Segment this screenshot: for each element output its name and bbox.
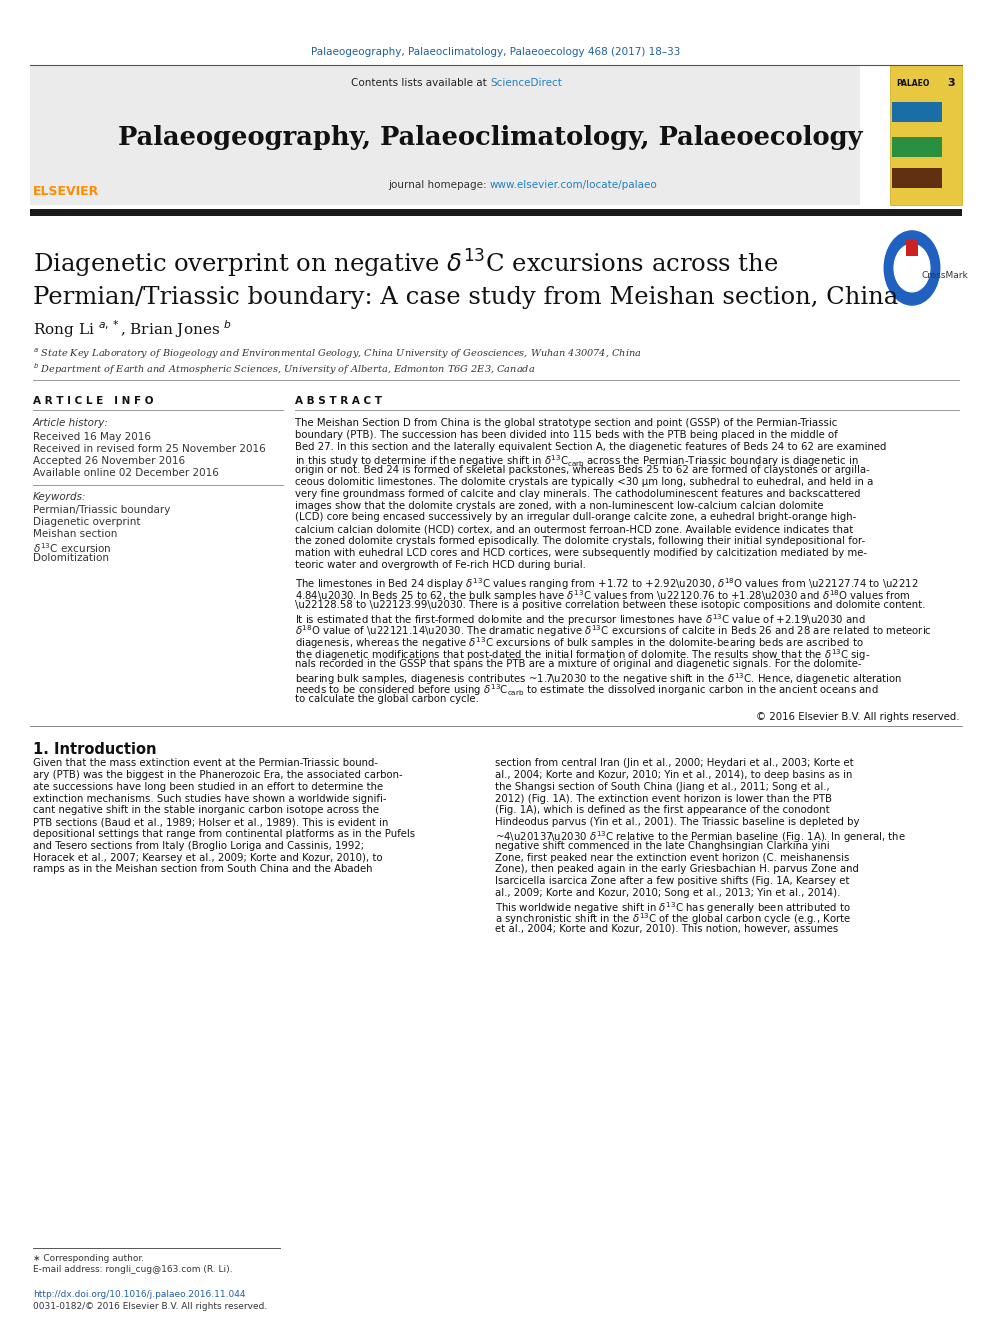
Text: ary (PTB) was the biggest in the Phanerozoic Era, the associated carbon-: ary (PTB) was the biggest in the Phanero… bbox=[33, 770, 403, 781]
Text: Article history:: Article history: bbox=[33, 418, 109, 429]
Text: the Shangsi section of South China (Jiang et al., 2011; Song et al.,: the Shangsi section of South China (Jian… bbox=[495, 782, 829, 791]
Text: CrossMark: CrossMark bbox=[922, 270, 969, 279]
Text: the diagenetic modifications that post-dated the initial formation of dolomite. : the diagenetic modifications that post-d… bbox=[295, 647, 870, 663]
Text: images show that the dolomite crystals are zoned, with a non-luminescent low-cal: images show that the dolomite crystals a… bbox=[295, 500, 823, 511]
Text: E-mail address: rongli_cug@163.com (R. Li).: E-mail address: rongli_cug@163.com (R. L… bbox=[33, 1265, 232, 1274]
Text: Accepted 26 November 2016: Accepted 26 November 2016 bbox=[33, 456, 186, 466]
Text: negative shift commenced in the late Changhsingian Clarkina yini: negative shift commenced in the late Cha… bbox=[495, 841, 829, 851]
Text: 4.84\u2030. In Beds 25 to 62, the bulk samples have $\delta^{13}$C values from \: 4.84\u2030. In Beds 25 to 62, the bulk s… bbox=[295, 589, 911, 605]
Text: mation with euhedral LCD cores and HCD cortices, were subsequently modified by c: mation with euhedral LCD cores and HCD c… bbox=[295, 548, 867, 558]
Text: section from central Iran (Jin et al., 2000; Heydari et al., 2003; Korte et: section from central Iran (Jin et al., 2… bbox=[495, 758, 854, 769]
Polygon shape bbox=[906, 265, 918, 273]
Circle shape bbox=[894, 245, 930, 292]
Text: $\delta^{18}$O value of \u22121.14\u2030. The dramatic negative $\delta^{13}$C e: $\delta^{18}$O value of \u22121.14\u2030… bbox=[295, 623, 931, 639]
Text: extinction mechanisms. Such studies have shown a worldwide signifi-: extinction mechanisms. Such studies have… bbox=[33, 794, 387, 803]
Text: Diagenetic overprint on negative $\delta^{13}$C excursions across the: Diagenetic overprint on negative $\delta… bbox=[33, 247, 779, 280]
Text: Palaeogeography, Palaeoclimatology, Palaeoecology 468 (2017) 18–33: Palaeogeography, Palaeoclimatology, Pala… bbox=[311, 48, 681, 57]
Text: Rong Li $^{a,*}$, Brian Jones $^{b}$: Rong Li $^{a,*}$, Brian Jones $^{b}$ bbox=[33, 318, 232, 340]
Bar bbox=[890, 65, 962, 205]
Text: \u22128.58 to \u22123.99\u2030. There is a positive correlation between these is: \u22128.58 to \u22123.99\u2030. There is… bbox=[295, 601, 926, 610]
Text: cant negative shift in the stable inorganic carbon isotope across the: cant negative shift in the stable inorga… bbox=[33, 806, 379, 815]
Text: The Meishan Section D from China is the global stratotype section and point (GSS: The Meishan Section D from China is the … bbox=[295, 418, 837, 429]
Text: A B S T R A C T: A B S T R A C T bbox=[295, 396, 382, 406]
Text: Zone), then peaked again in the early Griesbachian H. parvus Zone and: Zone), then peaked again in the early Gr… bbox=[495, 864, 859, 875]
Text: in this study to determine if the negative shift in $\delta^{13}$C$_{\rm carb}$ : in this study to determine if the negati… bbox=[295, 454, 859, 470]
Bar bbox=[892, 168, 942, 188]
Text: Permian/Triassic boundary: A case study from Meishan section, China: Permian/Triassic boundary: A case study … bbox=[33, 286, 898, 310]
Text: It is estimated that the first-formed dolomite and the precursor limestones have: It is estimated that the first-formed do… bbox=[295, 611, 865, 627]
Text: This worldwide negative shift in $\delta^{13}$C has generally been attributed to: This worldwide negative shift in $\delta… bbox=[495, 900, 851, 916]
Text: et al., 2004; Korte and Kozur, 2010). This notion, however, assumes: et al., 2004; Korte and Kozur, 2010). Th… bbox=[495, 923, 838, 934]
Text: Meishan section: Meishan section bbox=[33, 529, 117, 538]
Text: 2012) (Fig. 1A). The extinction event horizon is lower than the PTB: 2012) (Fig. 1A). The extinction event ho… bbox=[495, 794, 832, 803]
Text: Bed 27. In this section and the laterally equivalent Section A, the diagenetic f: Bed 27. In this section and the laterall… bbox=[295, 442, 887, 451]
Text: http://dx.doi.org/10.1016/j.palaeo.2016.11.044: http://dx.doi.org/10.1016/j.palaeo.2016.… bbox=[33, 1290, 245, 1299]
Text: boundary (PTB). The succession has been divided into 115 beds with the PTB being: boundary (PTB). The succession has been … bbox=[295, 430, 838, 439]
Text: Palaeogeography, Palaeoclimatology, Palaeoecology: Palaeogeography, Palaeoclimatology, Pala… bbox=[118, 126, 862, 151]
Text: 1. Introduction: 1. Introduction bbox=[33, 742, 157, 757]
Text: needs to be considered before using $\delta^{13}$C$_{\rm carb}$ to estimate the : needs to be considered before using $\de… bbox=[295, 683, 879, 699]
Bar bbox=[30, 209, 962, 216]
Text: diagenesis, whereas the negative $\delta^{13}$C excursions of bulk samples in th: diagenesis, whereas the negative $\delta… bbox=[295, 635, 864, 651]
Text: teoric water and overgrowth of Fe-rich HCD during burial.: teoric water and overgrowth of Fe-rich H… bbox=[295, 560, 586, 570]
Bar bbox=[892, 138, 942, 157]
Text: 3: 3 bbox=[947, 78, 954, 89]
Text: Received in revised form 25 November 2016: Received in revised form 25 November 201… bbox=[33, 445, 266, 454]
Text: ELSEVIER: ELSEVIER bbox=[33, 185, 99, 198]
Text: ceous dolomitic limestones. The dolomite crystals are typically <30 μm long, sub: ceous dolomitic limestones. The dolomite… bbox=[295, 478, 873, 487]
Text: ~4\u20137\u2030 $\delta^{13}$C relative to the Permian baseline (Fig. 1A). In ge: ~4\u20137\u2030 $\delta^{13}$C relative … bbox=[495, 830, 906, 845]
Text: depositional settings that range from continental platforms as in the Pufels: depositional settings that range from co… bbox=[33, 830, 415, 839]
Text: and Tesero sections from Italy (Broglio Loriga and Cassinis, 1992;: and Tesero sections from Italy (Broglio … bbox=[33, 841, 364, 851]
Text: $\delta^{13}$C excursion: $\delta^{13}$C excursion bbox=[33, 541, 112, 554]
Text: ScienceDirect: ScienceDirect bbox=[490, 78, 561, 89]
Text: calcium calcian dolomite (HCD) cortex, and an outermost ferroan-HCD zone. Availa: calcium calcian dolomite (HCD) cortex, a… bbox=[295, 524, 853, 534]
Text: journal homepage:: journal homepage: bbox=[388, 180, 490, 191]
Text: ramps as in the Meishan section from South China and the Abadeh: ramps as in the Meishan section from Sou… bbox=[33, 864, 373, 875]
Text: Hindeodus parvus (Yin et al., 2001). The Triassic baseline is depleted by: Hindeodus parvus (Yin et al., 2001). The… bbox=[495, 818, 859, 827]
Bar bbox=[892, 102, 942, 122]
Text: ate successions have long been studied in an effort to determine the: ate successions have long been studied i… bbox=[33, 782, 383, 791]
Text: a synchronistic shift in the $\delta^{13}$C of the global carbon cycle (e.g., Ko: a synchronistic shift in the $\delta^{13… bbox=[495, 912, 851, 927]
Text: Horacek et al., 2007; Kearsey et al., 2009; Korte and Kozur, 2010), to: Horacek et al., 2007; Kearsey et al., 20… bbox=[33, 852, 383, 863]
Text: 0031-0182/© 2016 Elsevier B.V. All rights reserved.: 0031-0182/© 2016 Elsevier B.V. All right… bbox=[33, 1302, 267, 1311]
Text: al., 2009; Korte and Kozur, 2010; Song et al., 2013; Yin et al., 2014).: al., 2009; Korte and Kozur, 2010; Song e… bbox=[495, 888, 840, 898]
Text: Permian/Triassic boundary: Permian/Triassic boundary bbox=[33, 505, 171, 515]
Circle shape bbox=[884, 232, 939, 306]
Text: ∗ Corresponding author.: ∗ Corresponding author. bbox=[33, 1254, 144, 1263]
Text: bearing bulk samples, diagenesis contributes ~1.7\u2030 to the negative shift in: bearing bulk samples, diagenesis contrib… bbox=[295, 671, 902, 687]
Text: $^{b}$ Department of Earth and Atmospheric Sciences, University of Alberta, Edmo: $^{b}$ Department of Earth and Atmospher… bbox=[33, 361, 536, 377]
Text: www.elsevier.com/locate/palaeo: www.elsevier.com/locate/palaeo bbox=[490, 180, 658, 191]
Text: $^{a}$ State Key Laboratory of Biogeology and Environmental Geology, China Unive: $^{a}$ State Key Laboratory of Biogeolog… bbox=[33, 347, 642, 361]
Text: Isarcicella isarcica Zone after a few positive shifts (Fig. 1A, Kearsey et: Isarcicella isarcica Zone after a few po… bbox=[495, 876, 849, 886]
Text: Given that the mass extinction event at the Permian-Triassic bound-: Given that the mass extinction event at … bbox=[33, 758, 378, 769]
Text: Received 16 May 2016: Received 16 May 2016 bbox=[33, 433, 151, 442]
Text: Available online 02 December 2016: Available online 02 December 2016 bbox=[33, 468, 219, 478]
Text: (LCD) core being encased successively by an irregular dull-orange calcite zone, : (LCD) core being encased successively by… bbox=[295, 512, 856, 523]
Text: PALAEO: PALAEO bbox=[896, 78, 930, 87]
Bar bbox=[30, 65, 860, 205]
Text: (Fig. 1A), which is defined as the first appearance of the conodont: (Fig. 1A), which is defined as the first… bbox=[495, 806, 829, 815]
Text: Dolomitization: Dolomitization bbox=[33, 553, 109, 564]
Text: A R T I C L E   I N F O: A R T I C L E I N F O bbox=[33, 396, 154, 406]
Text: al., 2004; Korte and Kozur, 2010; Yin et al., 2014), to deep basins as in: al., 2004; Korte and Kozur, 2010; Yin et… bbox=[495, 770, 852, 781]
Text: nals recorded in the GSSP that spans the PTB are a mixture of original and diage: nals recorded in the GSSP that spans the… bbox=[295, 659, 861, 669]
Text: origin or not. Bed 24 is formed of skeletal packstones, whereas Beds 25 to 62 ar: origin or not. Bed 24 is formed of skele… bbox=[295, 466, 870, 475]
Text: very fine groundmass formed of calcite and clay minerals. The cathodoluminescent: very fine groundmass formed of calcite a… bbox=[295, 488, 860, 499]
Text: PTB sections (Baud et al., 1989; Holser et al., 1989). This is evident in: PTB sections (Baud et al., 1989; Holser … bbox=[33, 818, 389, 827]
Text: to calculate the global carbon cycle.: to calculate the global carbon cycle. bbox=[295, 695, 479, 704]
Bar bbox=[906, 239, 918, 255]
Text: Diagenetic overprint: Diagenetic overprint bbox=[33, 517, 141, 527]
Text: Keywords:: Keywords: bbox=[33, 492, 86, 501]
Text: Zone, first peaked near the extinction event horizon (C. meishanensis: Zone, first peaked near the extinction e… bbox=[495, 852, 849, 863]
Text: The limestones in Bed 24 display $\delta^{13}$C values ranging from +1.72 to +2.: The limestones in Bed 24 display $\delta… bbox=[295, 577, 919, 593]
Text: © 2016 Elsevier B.V. All rights reserved.: © 2016 Elsevier B.V. All rights reserved… bbox=[756, 712, 959, 722]
Text: the zoned dolomite crystals formed episodically. The dolomite crystals, followin: the zoned dolomite crystals formed episo… bbox=[295, 536, 865, 546]
Text: Contents lists available at: Contents lists available at bbox=[351, 78, 490, 89]
